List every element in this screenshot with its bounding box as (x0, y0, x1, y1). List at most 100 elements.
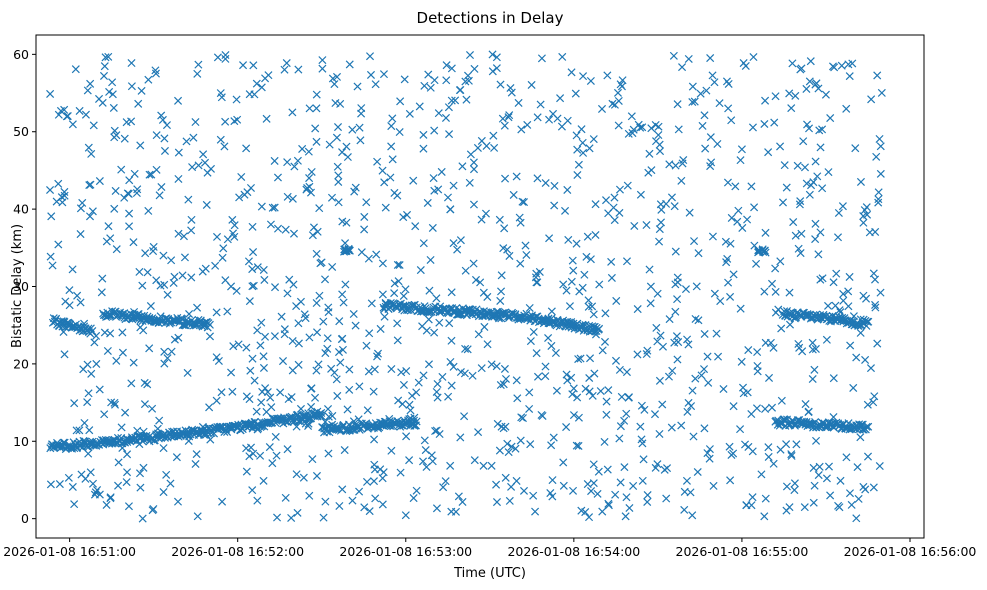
noise-point (257, 202, 266, 211)
noise-point (712, 329, 721, 338)
noise-point (184, 430, 193, 439)
noise-point (248, 222, 257, 231)
noise-point (355, 382, 364, 391)
noise-point (135, 267, 144, 276)
noise-point (93, 486, 102, 495)
noise-point (593, 489, 602, 498)
noise-point (581, 384, 590, 393)
noise-point (750, 203, 759, 212)
noise-point (120, 134, 129, 143)
noise-point (249, 449, 258, 458)
track-point (174, 432, 183, 441)
noise-point (308, 231, 317, 240)
noise-point (569, 384, 578, 393)
noise-point (153, 424, 162, 433)
noise-point (446, 357, 455, 366)
noise-point (512, 376, 521, 385)
noise-point (603, 71, 612, 80)
noise-point (138, 281, 147, 290)
noise-point (673, 355, 682, 364)
noise-point (688, 97, 697, 107)
noise-point (869, 269, 878, 278)
noise-point (776, 445, 785, 454)
noise-point (793, 161, 802, 170)
noise-point (646, 299, 655, 308)
noise-point (319, 317, 328, 326)
noise-point (271, 283, 280, 292)
noise-point (353, 82, 362, 91)
noise-point (336, 358, 345, 367)
x-axis: 2026-01-08 16:51:00 2026-01-08 16:52:00 20… (3, 538, 976, 559)
noise-point (365, 52, 375, 61)
noise-point (300, 310, 309, 319)
noise-point (334, 171, 343, 180)
noise-point (705, 445, 714, 454)
noise-point (402, 367, 411, 376)
noise-point (716, 297, 725, 306)
noise-point (221, 117, 230, 126)
noise-point (810, 481, 819, 490)
noise-point (808, 338, 817, 347)
noise-point (333, 123, 343, 132)
noise-point (647, 124, 656, 133)
x-tick-label: 2026-01-08 16:52:00 (171, 544, 304, 559)
noise-point (505, 111, 514, 120)
noise-point (193, 512, 202, 521)
noise-point (814, 84, 823, 93)
noise-point (503, 439, 512, 448)
noise-point (474, 428, 483, 437)
noise-point (321, 497, 330, 506)
noise-point (149, 247, 158, 256)
noise-point (102, 500, 111, 509)
noise-point (832, 269, 841, 278)
noise-point (194, 60, 203, 69)
noise-point (339, 298, 348, 307)
noise-point (616, 478, 625, 487)
noise-point (78, 198, 87, 207)
noise-point (95, 490, 104, 499)
noise-point (261, 332, 270, 341)
noise-point (541, 178, 550, 188)
noise-point (311, 124, 320, 133)
noise-point (470, 456, 479, 465)
noise-point (736, 156, 745, 165)
noise-point (489, 131, 498, 140)
noise-point (160, 146, 169, 155)
noise-point (815, 462, 824, 471)
noise-point (46, 480, 55, 489)
noise-point (249, 281, 258, 290)
noise-point (558, 52, 567, 61)
noise-point (212, 308, 221, 317)
noise-point (201, 264, 210, 273)
noise-point (110, 400, 120, 409)
noise-point (400, 75, 409, 84)
noise-point (598, 346, 607, 355)
noise-point (544, 333, 553, 343)
noise-point (48, 261, 57, 270)
noise-point (516, 218, 525, 227)
noise-point (409, 176, 418, 185)
noise-point (319, 513, 328, 522)
noise-point (760, 119, 769, 129)
noise-point (617, 392, 626, 401)
noise-point (559, 280, 568, 289)
noise-point (871, 300, 880, 309)
track-point (412, 417, 421, 426)
noise-point (111, 186, 120, 195)
noise-point (697, 371, 706, 380)
noise-point (250, 376, 259, 385)
noise-point (465, 51, 475, 60)
noise-point (104, 222, 113, 231)
noise-point (100, 410, 109, 419)
noise-point (601, 309, 610, 318)
noise-point (518, 197, 527, 206)
track-point (322, 427, 332, 436)
noise-point (88, 479, 98, 488)
noise-point (365, 329, 374, 338)
noise-point (589, 310, 598, 319)
noise-point (77, 470, 86, 479)
noise-point (612, 296, 621, 305)
noise-point (294, 319, 303, 328)
noise-point (174, 174, 183, 184)
noise-point (654, 130, 663, 140)
